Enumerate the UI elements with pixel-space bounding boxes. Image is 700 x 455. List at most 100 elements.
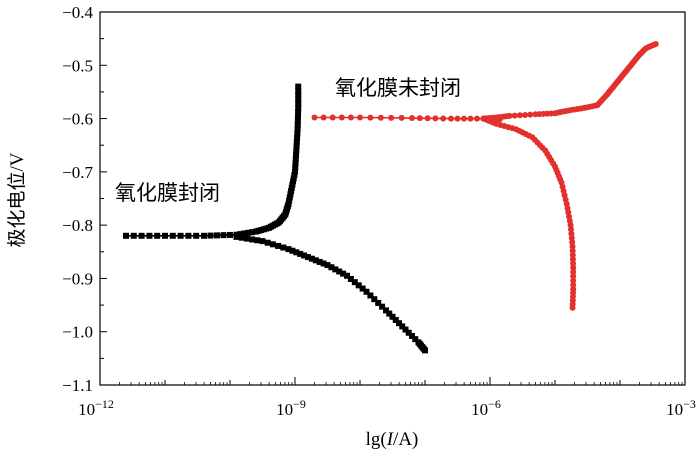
data-point: [396, 320, 402, 327]
data-point: [336, 268, 343, 275]
data-point: [569, 304, 576, 311]
data-point: [238, 234, 245, 241]
data-point: [285, 246, 292, 253]
data-point: [424, 115, 431, 122]
x-tick-base: 10: [78, 400, 95, 419]
data-point: [295, 92, 302, 99]
x-tick-exponent: −12: [95, 397, 114, 411]
data-point: [177, 232, 184, 239]
data-point: [301, 252, 308, 259]
data-point: [294, 130, 301, 137]
data-point: [367, 114, 374, 121]
data-point: [320, 260, 327, 267]
x-tick-exponent: −3: [683, 397, 696, 411]
data-point: [162, 232, 168, 239]
data-point: [288, 184, 295, 191]
y-axis-title: 极化电位/V: [6, 152, 28, 247]
data-point: [399, 323, 406, 330]
data-point: [294, 121, 301, 128]
data-point: [293, 143, 300, 150]
data-point: [388, 114, 395, 121]
data-point: [243, 235, 250, 242]
data-point: [245, 229, 252, 236]
x-tick-base: 10: [471, 400, 488, 419]
x-tick-label: 10−6: [471, 397, 501, 419]
data-point: [294, 126, 301, 133]
data-point: [295, 87, 302, 94]
data-point: [295, 104, 302, 111]
data-point: [474, 115, 480, 122]
data-point: [220, 232, 227, 239]
data-point: [311, 114, 318, 121]
data-point: [264, 239, 271, 246]
data-point: [363, 288, 370, 295]
data-point: [294, 117, 301, 124]
data-point: [328, 264, 335, 271]
data-point: [287, 191, 294, 198]
data-point: [280, 244, 287, 251]
data-point: [138, 232, 145, 239]
data-point: [570, 264, 577, 271]
data-point: [288, 188, 295, 195]
data-point: [379, 303, 386, 310]
axes: −1.1−1.0−0.9−0.8−0.7−0.6−0.5−0.410−12 10−…: [62, 3, 696, 419]
x-axis-title: lg(I/A): [366, 429, 419, 450]
data-point: [249, 236, 256, 243]
data-point: [285, 200, 292, 207]
data-point: [295, 100, 302, 107]
data-point: [440, 115, 447, 122]
y-tick-label: −0.5: [62, 56, 93, 75]
data-point: [367, 292, 374, 299]
data-point: [527, 111, 534, 118]
data-point: [292, 160, 299, 167]
data-point: [146, 232, 153, 239]
data-point: [237, 231, 244, 238]
y-tick-label: −0.4: [62, 3, 93, 22]
data-point: [290, 175, 297, 182]
y-tick-label: −0.9: [62, 269, 93, 288]
annotation-unsealed: 氧化膜未封闭: [335, 76, 461, 100]
annotation-sealed: 氧化膜封闭: [115, 181, 220, 205]
series-sealed: [123, 83, 428, 354]
series-unsealed: [311, 40, 659, 311]
data-point: [409, 332, 415, 339]
data-point: [293, 151, 300, 158]
data-point: [275, 242, 282, 249]
data-point: [402, 326, 409, 333]
x-axis-title-italic: I: [386, 429, 395, 450]
data-point: [254, 237, 261, 244]
data-point: [227, 231, 233, 238]
data-point: [294, 134, 301, 141]
data-point: [405, 329, 412, 336]
data-point: [344, 272, 350, 279]
x-tick-label: 10−3: [666, 397, 696, 419]
series-line-sealed-cathodic: [236, 236, 426, 351]
series-line-sealed-anodic: [126, 86, 300, 237]
data-point: [286, 197, 293, 204]
x-axis-title-suffix: /A): [393, 429, 418, 450]
data-point: [295, 83, 302, 90]
x-tick-label: 10−12: [78, 397, 114, 419]
data-point: [422, 347, 428, 354]
data-point: [377, 114, 384, 121]
data-point: [286, 194, 293, 201]
data-point: [289, 181, 296, 188]
y-tick-label: −1.0: [62, 323, 93, 342]
data-point: [409, 115, 415, 122]
data-point: [185, 232, 192, 239]
x-tick-exponent: −9: [293, 397, 306, 411]
data-point: [329, 114, 336, 121]
data-point: [324, 262, 331, 269]
data-point: [652, 40, 659, 47]
y-tick-label: −0.6: [62, 110, 93, 129]
data-point: [347, 114, 354, 121]
data-point: [297, 250, 304, 257]
data-point: [338, 114, 345, 121]
data-point: [570, 281, 577, 288]
x-tick-label: 10−9: [276, 397, 306, 419]
data-point: [193, 232, 200, 239]
data-point: [522, 111, 529, 118]
data-point: [154, 232, 161, 239]
data-point: [259, 238, 266, 245]
data-point: [351, 279, 358, 286]
